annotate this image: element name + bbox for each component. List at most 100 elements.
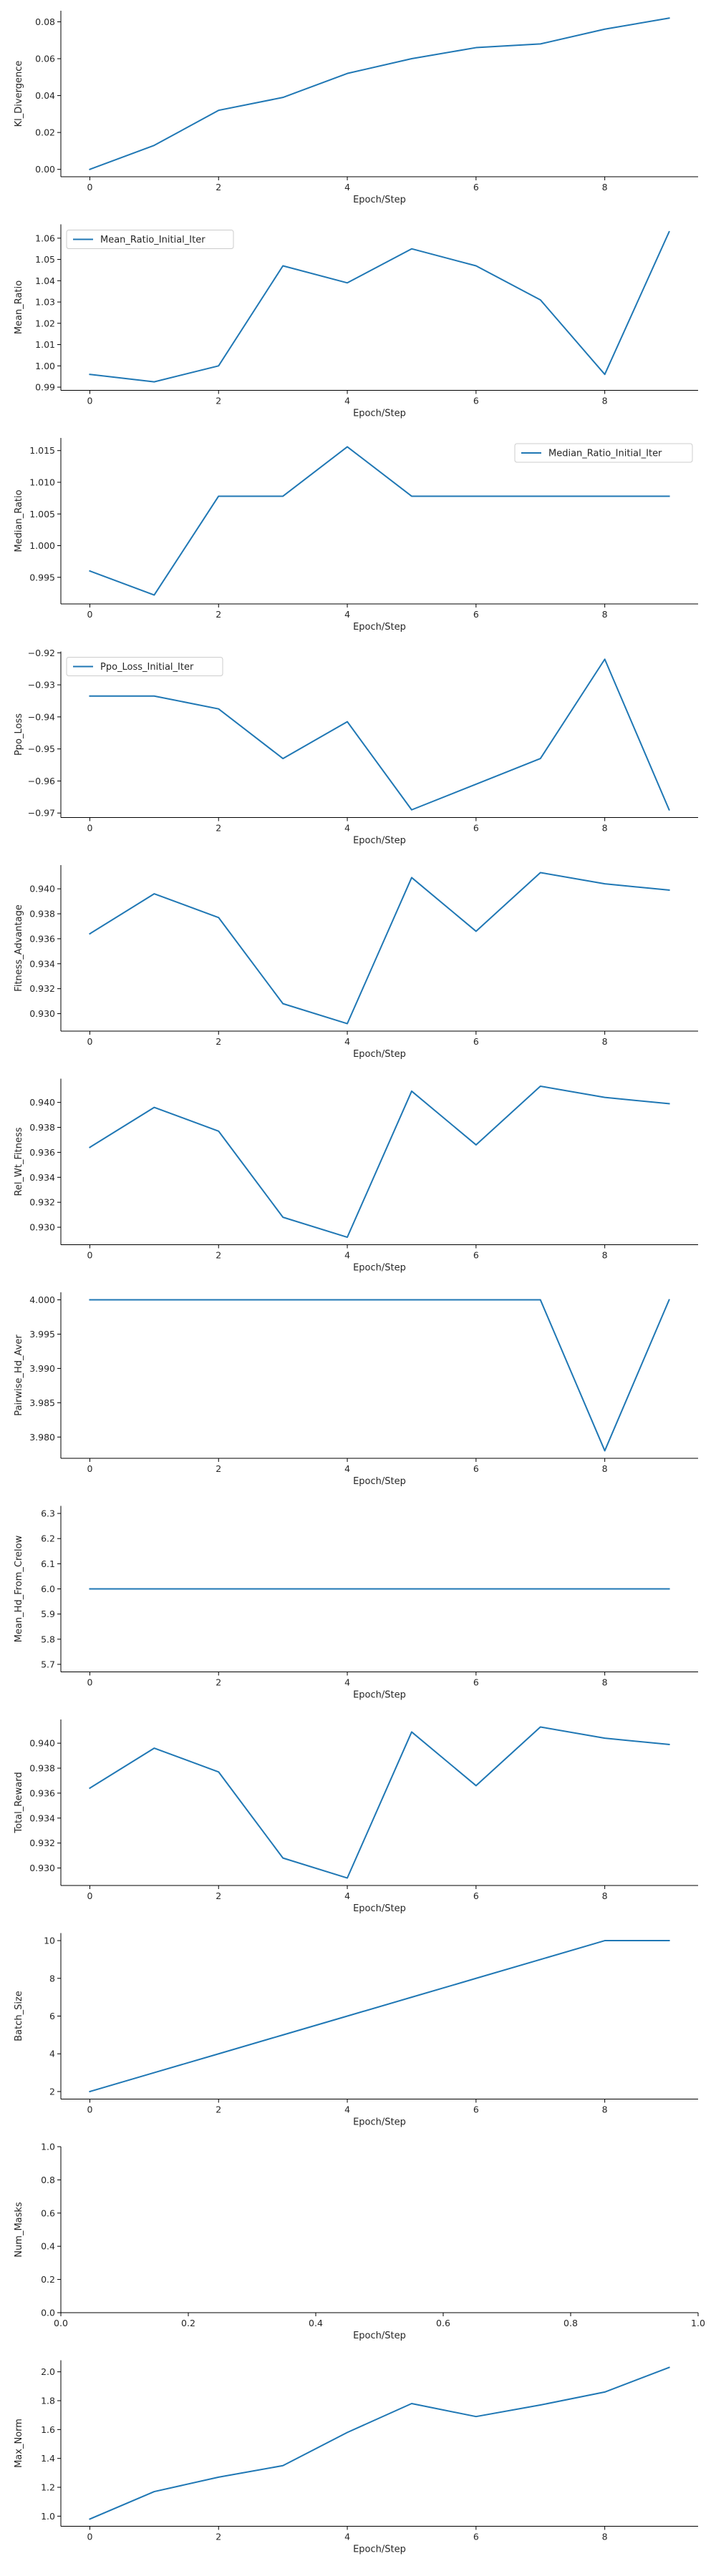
x-tick-label: 0 xyxy=(87,1677,92,1688)
x-axis-label: Epoch/Step xyxy=(353,2545,406,2555)
y-tick-label: −0.97 xyxy=(28,808,55,819)
y-tick-label: 0.06 xyxy=(35,54,55,64)
x-tick-label: 0 xyxy=(87,396,92,406)
legend-label: Median_Ratio_Initial_Iter xyxy=(548,449,662,459)
chart-panel-9: 0.930 0.932 0.934 0.936 0.938 0.940 0 2 4 6 8 Epoch… xyxy=(14,1719,698,1914)
chart-panel-12: 1.0 1.2 1.4 1.6 1.8 2.0 0 2 4 6 8 Epoch/Step Max_Nor… xyxy=(14,2360,698,2555)
y-tick-label: 1.010 xyxy=(29,477,55,487)
y-tick-label: 3.985 xyxy=(29,1397,55,1408)
y-axis-label: Rel_Wt_Fitness xyxy=(14,1127,24,1196)
y-axis-label: Total_Reward xyxy=(14,1772,24,1833)
y-tick-label: −0.94 xyxy=(28,711,55,722)
series-line xyxy=(89,658,670,811)
x-tick-label: 2 xyxy=(216,1250,221,1261)
y-tick-label: 0.930 xyxy=(29,1863,55,1873)
series-line xyxy=(89,2366,670,2520)
y-tick-label: 6 xyxy=(49,2011,55,2021)
y-tick-label: 10 xyxy=(44,1936,55,1946)
y-tick-label: 1.03 xyxy=(35,297,55,308)
y-tick-label: 0.08 xyxy=(35,16,55,27)
y-tick-label: 8 xyxy=(49,1973,55,1984)
x-axis-label: Epoch/Step xyxy=(353,409,406,419)
x-axis-label: Epoch/Step xyxy=(353,2331,406,2341)
x-tick-label: 4 xyxy=(344,1250,350,1261)
x-tick-label: 2 xyxy=(216,1036,221,1047)
y-axis-label: Mean_Hd_From_Crelow xyxy=(14,1535,24,1642)
y-axis-label: Kl_Divergence xyxy=(14,61,24,127)
x-tick-label: 8 xyxy=(602,1890,608,1901)
chart-panel-7: 3.980 3.985 3.990 3.995 4.000 0 2 4 6 8 Epoch/Step… xyxy=(14,1292,698,1487)
y-tick-label: 0.938 xyxy=(29,1763,55,1774)
y-axis-label: Max_Norm xyxy=(14,2419,24,2468)
x-tick-label: 0.0 xyxy=(54,2318,68,2328)
x-axis-label: Epoch/Step xyxy=(353,1476,406,1487)
y-tick-label: 0.0 xyxy=(41,2308,55,2318)
y-tick-label: 5.9 xyxy=(41,1609,55,1619)
y-tick-label: 1.02 xyxy=(35,318,55,328)
x-tick-label: 1.0 xyxy=(691,2318,705,2328)
x-tick-label: 6 xyxy=(473,396,479,406)
y-tick-label: 0.2 xyxy=(41,2274,55,2285)
x-axis-label: Epoch/Step xyxy=(353,1690,406,1701)
y-tick-label: −0.93 xyxy=(28,680,55,691)
y-tick-label: 3.980 xyxy=(29,1432,55,1443)
y-tick-label: 1.0 xyxy=(41,2142,55,2152)
y-tick-label: 1.015 xyxy=(29,445,55,456)
legend-box xyxy=(66,657,223,676)
x-tick-label: 2 xyxy=(216,2104,221,2115)
x-tick-label: 2 xyxy=(216,1463,221,1474)
y-tick-label: 4 xyxy=(49,2049,55,2059)
x-tick-label: 4 xyxy=(344,2532,350,2542)
y-axis-label: Pairwise_Hd_Aver xyxy=(14,1335,24,1416)
y-tick-label: 5.8 xyxy=(41,1634,55,1644)
x-axis-label: Epoch/Step xyxy=(353,836,406,847)
series-line xyxy=(89,1299,670,1452)
x-tick-label: 6 xyxy=(473,1677,479,1688)
y-tick-label: 1.6 xyxy=(41,2424,55,2435)
x-tick-label: 6 xyxy=(473,609,479,620)
x-tick-label: 6 xyxy=(473,1250,479,1261)
legend-box xyxy=(514,443,693,463)
legend: Ppo_Loss_Initial_Iter xyxy=(66,657,223,676)
x-tick-label: 4 xyxy=(344,609,350,620)
x-tick-label: 8 xyxy=(602,2532,608,2542)
x-axis-label: Epoch/Step xyxy=(353,195,406,205)
x-tick-label: 6 xyxy=(473,1890,479,1901)
x-tick-label: 0 xyxy=(87,2104,92,2115)
x-tick-label: 4 xyxy=(344,182,350,192)
x-tick-label: 4 xyxy=(344,823,350,834)
series-line xyxy=(89,17,670,170)
y-tick-label: 1.06 xyxy=(35,233,55,243)
y-tick-label: 1.00 xyxy=(35,361,55,371)
y-tick-label: 0.04 xyxy=(35,90,55,101)
y-tick-label: 0.930 xyxy=(29,1008,55,1019)
y-tick-label: 0.8 xyxy=(41,2175,55,2185)
x-tick-label: 0 xyxy=(87,2532,92,2542)
y-axis-label: Num_Masks xyxy=(14,2202,24,2258)
legend: Mean_Ratio_Initial_Iter xyxy=(66,230,234,249)
x-tick-label: 6 xyxy=(473,1036,479,1047)
x-tick-label: 4 xyxy=(344,2104,350,2115)
y-tick-label: 0.995 xyxy=(29,572,55,582)
y-tick-label: 0.930 xyxy=(29,1222,55,1233)
y-axis-label: Median_Ratio xyxy=(14,489,24,552)
x-tick-label: 8 xyxy=(602,1677,608,1688)
chart-panel-4: −0.97 −0.96 −0.95 −0.94 −0.93 −0.92 0 2 4 6 8 Epoch… xyxy=(14,648,698,847)
x-tick-label: 8 xyxy=(602,182,608,192)
y-tick-label: 0.936 xyxy=(29,1787,55,1798)
series-line xyxy=(89,1940,670,2093)
x-tick-label: 4 xyxy=(344,1036,350,1047)
chart-panel-2: 0.99 1.00 1.01 1.02 1.03 1.04 1.05 1.06 0 2 4 6 8 Epo… xyxy=(14,224,698,419)
x-tick-label: 4 xyxy=(344,396,350,406)
chart-panel-10: 2 4 6 8 10 0 2 4 6 8 Epoch/Step Batch_Size xyxy=(14,1933,698,2128)
legend-label: Ppo_Loss_Initial_Iter xyxy=(100,662,194,673)
x-axis-label: Epoch/Step xyxy=(353,622,406,633)
series-line xyxy=(89,446,670,596)
x-tick-label: 8 xyxy=(602,823,608,834)
y-axis-label: Fitness_Advantage xyxy=(14,904,24,992)
y-tick-label: −0.96 xyxy=(28,776,55,786)
y-tick-label: 1.2 xyxy=(41,2482,55,2493)
y-tick-label: 0.936 xyxy=(29,933,55,944)
x-tick-label: 8 xyxy=(602,609,608,620)
y-tick-label: 2.0 xyxy=(41,2366,55,2377)
